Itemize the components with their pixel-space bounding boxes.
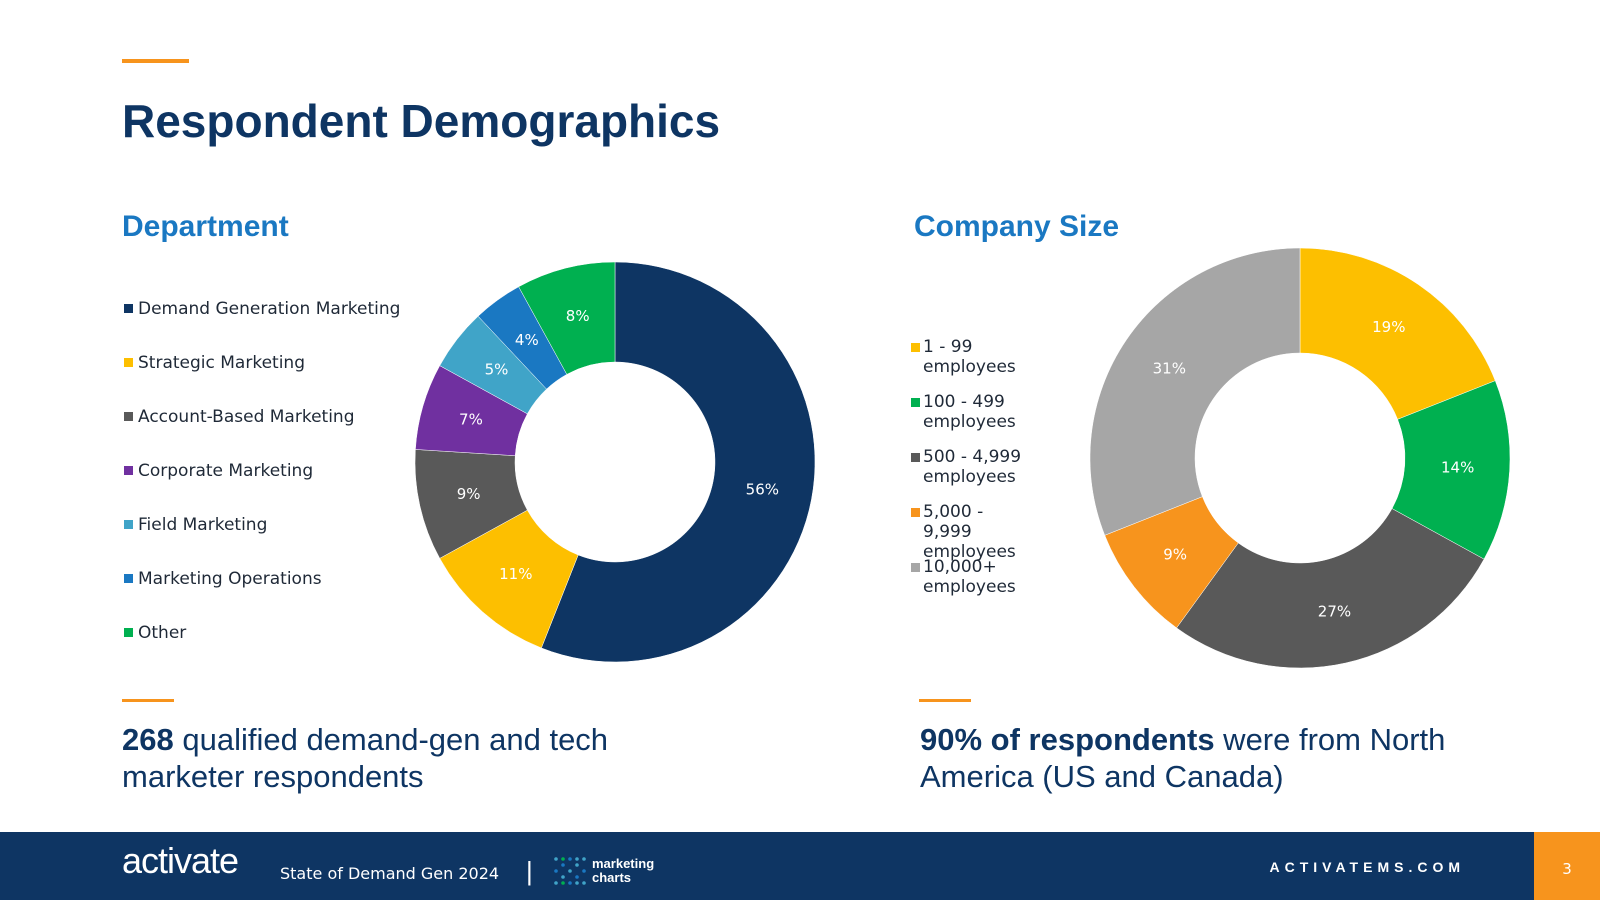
- legend-swatch: [911, 398, 920, 407]
- legend-swatch: [911, 453, 920, 462]
- legend-item-other: Other: [124, 623, 186, 643]
- legend-label: Other: [138, 623, 187, 643]
- legend-item-5-000-9-999-employees: 5,000 - 9,999 employees: [911, 502, 1031, 562]
- legend-swatch: [124, 304, 133, 313]
- title-accent-bar: [122, 59, 189, 63]
- data-label-10-000-employees: 31%: [1153, 360, 1186, 378]
- data-label-100-499-employees: 14%: [1441, 458, 1474, 476]
- data-label-500-4-999-employees: 27%: [1318, 603, 1351, 621]
- data-label-other: 8%: [566, 307, 590, 325]
- legend-item-demand-generation-marketing: Demand Generation Marketing: [124, 299, 400, 319]
- logo-dot: [568, 869, 572, 873]
- legend-label: 500 - 4,999 employees: [923, 447, 1022, 487]
- logo-dot: [575, 875, 579, 879]
- legend-item-1-99-employees: 1 - 99 employees: [911, 337, 1031, 377]
- logo-dot: [561, 881, 565, 885]
- legend-item-500-4-999-employees: 500 - 4,999 employees: [911, 447, 1031, 487]
- marketing-charts-logo-icon: [554, 857, 586, 885]
- data-label-field-marketing: 5%: [485, 361, 509, 379]
- logo-dot: [575, 857, 579, 861]
- right-stat-accent-bar: [919, 699, 971, 702]
- legend-swatch: [124, 574, 133, 583]
- company-size-chart-title: Company Size: [914, 210, 1120, 243]
- partner-line-1: marketing: [592, 856, 655, 871]
- legend-swatch: [911, 563, 920, 572]
- data-label-corporate-marketing: 7%: [459, 411, 483, 429]
- legend-swatch: [911, 508, 920, 517]
- page-title: Respondent Demographics: [122, 95, 721, 147]
- website-link[interactable]: ACTIVATEMS.COM: [1269, 859, 1465, 875]
- slice-100-499-employees: [1391, 380, 1511, 560]
- logo-dot: [582, 881, 586, 885]
- region-stat-highlight: 90% of respondents: [920, 722, 1215, 757]
- data-label-5-000-9-999-employees: 9%: [1163, 545, 1187, 563]
- company-size-legend: 1 - 99 employees 100 - 499 employees 500 -…: [911, 0, 1061, 900]
- logo-dot: [554, 881, 558, 885]
- slice-1-99-employees: [1299, 247, 1496, 420]
- legend-item-100-499-employees: 100 - 499 employees: [911, 392, 1031, 432]
- legend-label: Demand Generation Marketing: [138, 299, 401, 319]
- page-number-box: 3: [1534, 832, 1600, 900]
- legend-item-account-based-marketing: Account-Based Marketing: [124, 407, 354, 427]
- report-name: State of Demand Gen 2024: [280, 864, 500, 883]
- respondent-count-highlight: 268: [122, 722, 174, 757]
- legend-item-marketing-operations: Marketing Operations: [124, 569, 322, 589]
- legend-label: Field Marketing: [138, 515, 268, 535]
- slice-10-000-employees: [1089, 247, 1301, 536]
- department-legend: Demand Generation Marketing Strategic Mar…: [124, 0, 424, 900]
- footer-bar: activate State of Demand Gen 2024 | mark…: [0, 832, 1600, 900]
- company-size-donut-chart: 19% 14% 27% 9% 31%: [1089, 247, 1511, 669]
- slice-demand-generation-marketing: [541, 261, 816, 663]
- data-label-1-99-employees: 19%: [1372, 318, 1405, 336]
- legend-item-field-marketing: Field Marketing: [124, 515, 267, 535]
- logo-dot: [582, 857, 586, 861]
- respondent-count-stat: 268 qualified demand-gen and tech market…: [122, 721, 722, 795]
- page-number: 3: [1562, 860, 1572, 878]
- legend-label: 5,000 - 9,999 employees: [923, 502, 1016, 562]
- logo-dot: [554, 857, 558, 861]
- logo-dot: [568, 857, 572, 861]
- legend-label: 1 - 99 employees: [923, 337, 1016, 377]
- data-label-demand-generation-marketing: 56%: [746, 481, 779, 499]
- legend-item-strategic-marketing: Strategic Marketing: [124, 353, 305, 373]
- department-chart-title: Department: [122, 210, 289, 243]
- data-label-account-based-marketing: 9%: [457, 485, 481, 503]
- legend-label: 100 - 499 employees: [923, 392, 1016, 432]
- data-label-strategic-marketing: 11%: [499, 565, 532, 583]
- slice-500-4-999-employees: [1176, 508, 1485, 669]
- logo-dot: [561, 857, 565, 861]
- logo-dot: [561, 863, 565, 867]
- partner-line-2: charts: [592, 870, 632, 885]
- department-donut-chart: 56% 11% 9% 7% 5% 4% 8%: [414, 261, 816, 663]
- legend-swatch: [911, 343, 920, 352]
- activate-logo: activate: [122, 840, 239, 881]
- logo-dot: [575, 863, 579, 867]
- legend-label: Account-Based Marketing: [138, 407, 355, 427]
- data-label-marketing-operations: 4%: [515, 331, 539, 349]
- legend-item-10-000-employees: 10,000+ employees: [911, 557, 1031, 597]
- marketing-charts-logo-text: marketing charts: [592, 857, 654, 885]
- legend-swatch: [124, 466, 133, 475]
- respondent-count-text: qualified demand-gen and tech marketer r…: [122, 722, 609, 794]
- legend-label: Corporate Marketing: [138, 461, 314, 481]
- slice-other: [518, 261, 616, 375]
- region-stat-text: were from North America (US and Canada): [920, 722, 1446, 794]
- legend-swatch: [124, 628, 133, 637]
- logo-dot: [582, 869, 586, 873]
- footer-separator: |: [526, 856, 533, 886]
- legend-label: 10,000+ employees: [923, 557, 1016, 597]
- legend-swatch: [124, 520, 133, 529]
- legend-label: Marketing Operations: [138, 569, 322, 589]
- region-stat: 90% of respondents were from North Ameri…: [920, 721, 1480, 795]
- logo-dot: [568, 881, 572, 885]
- legend-label: Strategic Marketing: [138, 353, 305, 373]
- left-stat-accent-bar: [122, 699, 174, 702]
- logo-dot: [561, 875, 565, 879]
- legend-item-corporate-marketing: Corporate Marketing: [124, 461, 313, 481]
- logo-dot: [554, 869, 558, 873]
- legend-swatch: [124, 412, 133, 421]
- logo-dot: [575, 881, 579, 885]
- legend-swatch: [124, 358, 133, 367]
